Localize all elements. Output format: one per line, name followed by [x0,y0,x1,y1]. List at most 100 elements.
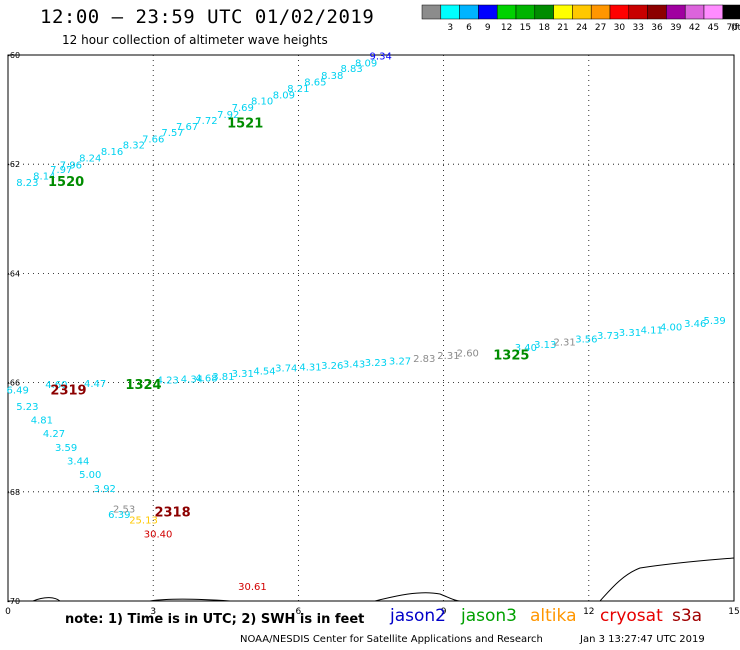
data-point: 3.27 [389,357,411,368]
colorbar-label: 45 [708,23,719,33]
colorbar-unit: (ft) [731,23,740,33]
x-tick-label: 6 [296,607,302,617]
data-point: 2.31 [553,337,575,348]
y-tick-label: -66 [7,379,20,388]
data-points: 8.238.147.977.968.248.168.327.667.577.67… [7,51,726,593]
legend-altika: altika [530,606,577,626]
colorbar-swatch [515,4,536,20]
colorbar-swatch [684,4,705,20]
data-point: 25.13 [129,515,158,526]
y-tick-label: -64 [7,269,20,278]
colorbar-label: 42 [689,23,700,33]
data-point: 4.47 [84,379,106,390]
y-tick-label: -60 [7,51,20,60]
data-point: 6.49 [7,386,29,397]
data-point: 4.34 [181,375,203,386]
data-point: 3.13 [534,340,556,351]
colorbar-swatch [572,4,592,20]
data-point: 4.00 [660,323,682,334]
data-point: 6.39 [108,510,130,521]
data-point: 8.38 [321,71,343,82]
colorbar-label: 30 [614,23,626,33]
data-point: 3.81 [212,372,234,383]
grid-lines [8,55,734,601]
colorbar-swatch [478,4,498,20]
data-point: 30.61 [238,582,267,593]
colorbar-label: 3 [447,23,453,33]
data-point: 7.97 [50,165,72,176]
data-point: 3.59 [55,443,77,454]
colorbar-swatch [666,4,686,20]
data-point: 4.60 [45,380,67,391]
x-tick-label: 12 [583,607,594,617]
data-point: 8.16 [101,147,123,158]
colorbar-swatch [647,4,667,20]
x-tick-label: 15 [728,607,739,617]
data-point: 4.23 [157,376,179,387]
colorbar-label: 15 [520,23,531,33]
data-point: 7.57 [161,128,183,139]
colorbar-swatch [534,4,554,20]
data-point: 3.56 [575,335,597,346]
data-point: 3.92 [94,484,116,495]
colorbar-label: 70 [726,23,738,33]
data-point: 8.23 [16,178,38,189]
data-point: 7.69 [232,103,254,114]
data-point: 2.60 [457,348,479,359]
legend-jason2: jason2 [390,606,446,626]
data-point: 4.27 [43,429,65,440]
data-point: 7.66 [142,134,164,145]
data-point: 4.54 [253,366,275,377]
colorbar-label: 24 [576,23,588,33]
colorbar-swatch [553,4,573,20]
data-point: 7.92 [217,110,239,121]
data-point: 8.32 [123,140,145,151]
data-point: 4.31 [299,363,321,374]
colorbar-label: 27 [595,23,606,33]
page-subtitle: 12 hour collection of altimeter wave hei… [62,33,328,47]
colorbar-label: 12 [501,23,512,33]
y-tick-label: -62 [7,160,20,169]
data-point: 4.68 [195,374,217,385]
data-point: 3.44 [67,457,89,468]
footer-note: note: 1) Time is in UTC; 2) SWH is in fe… [65,612,365,627]
legend-cryosat: cryosat [600,606,663,626]
data-point: 2.31 [437,351,459,362]
legend-s3a: s3a [672,606,703,626]
coastline [32,557,735,602]
colorbar-swatch [590,4,611,20]
pass-label: 1520 [48,175,84,190]
x-tick-label: 0 [5,607,11,617]
y-tick-label: -68 [7,488,20,497]
colorbar-label: 36 [651,23,663,33]
colorbar-label: 33 [632,23,643,33]
colorbar-swatch [703,4,724,20]
data-point: 2.53 [113,505,135,516]
data-point: 30.40 [144,530,173,541]
data-point: 5.39 [704,316,726,327]
axis-ticks: 0 3 6 9 12 15 -60 -62 -64 -66 -68 -70 [5,51,740,617]
colorbar-label: 21 [557,23,568,33]
data-point: 3.31 [619,328,641,339]
pass-labels: 1520 1521 1325 1324 2319 2318 [48,117,529,521]
data-point: 8.14 [33,171,55,182]
data-point: 4.81 [31,416,53,427]
data-point: 8.09 [273,91,295,102]
x-tick-label: 9 [441,607,447,617]
data-point: 8.10 [251,97,273,108]
data-point: 7.96 [60,161,82,172]
plot-frame [7,54,735,602]
colorbar-swatch [628,4,648,20]
data-point: 3.73 [597,331,619,342]
data-point: 3.31 [232,369,254,380]
data-point: 9.34 [370,51,392,62]
data-point: 4.11 [641,325,663,336]
data-point: 3.40 [515,343,537,354]
colorbar-label: 9 [485,23,491,33]
colorbar-swatch [421,4,442,20]
colorbar-label: 18 [538,23,550,33]
data-point: 8.09 [355,58,377,69]
data-point: 8.21 [287,84,309,95]
data-point: 3.23 [365,358,387,369]
